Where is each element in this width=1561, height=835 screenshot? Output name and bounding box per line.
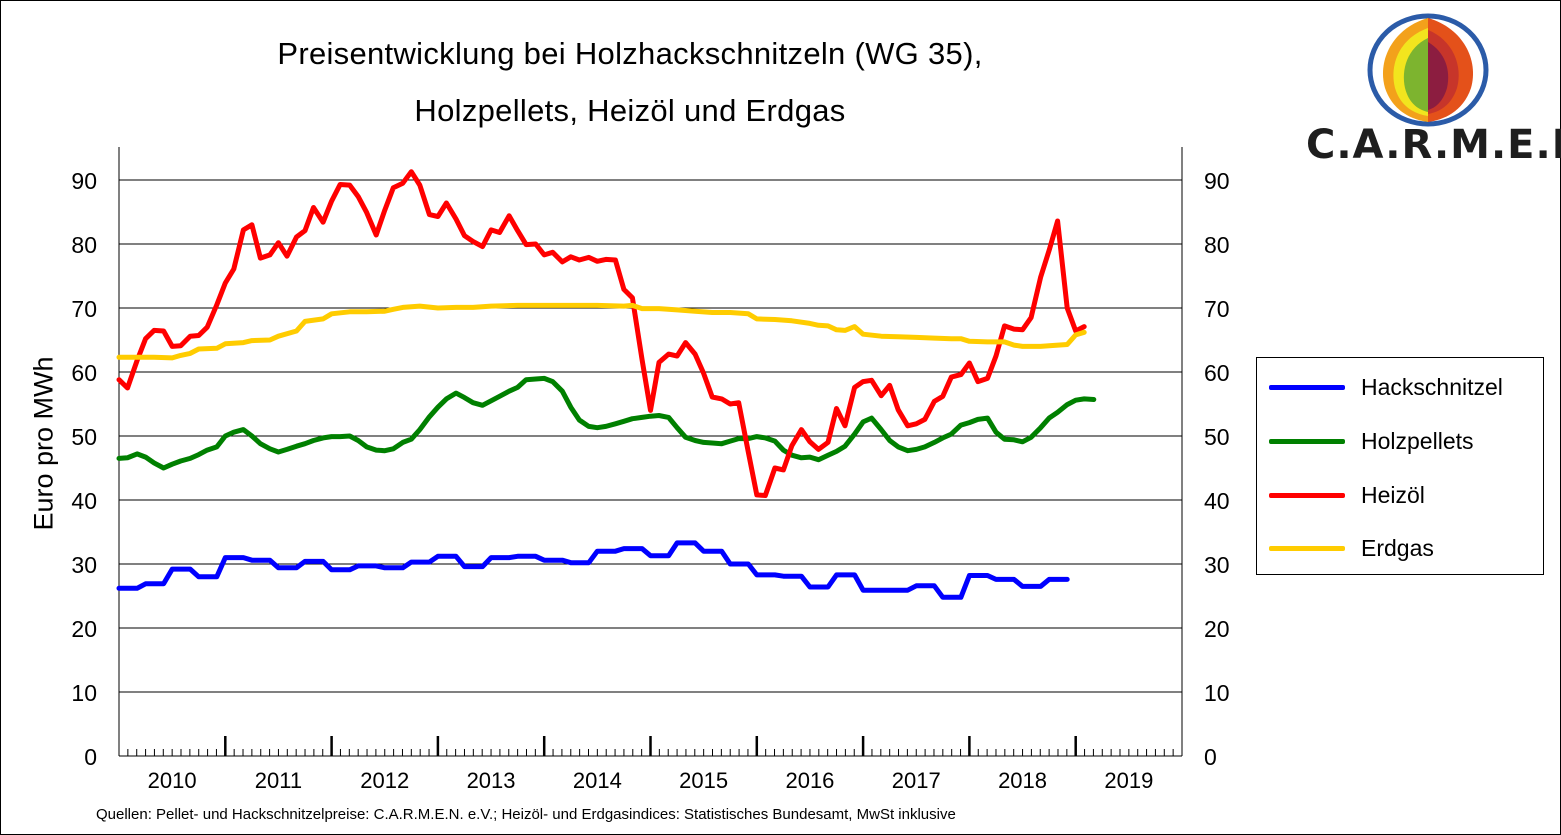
x-ticks — [118, 736, 1183, 756]
legend-swatch-hackschnitzel — [1269, 384, 1345, 390]
y-tick-label-right: 20 — [1204, 616, 1230, 642]
y-tick-label-right: 0 — [1204, 744, 1217, 770]
x-tick-label: 2010 — [148, 768, 197, 793]
legend-item-erdgas: Erdgas — [1269, 533, 1434, 563]
x-tick-label: 2011 — [255, 768, 302, 793]
y-tick-label-right: 80 — [1204, 232, 1230, 258]
x-tick-label: 2015 — [679, 768, 728, 793]
y-tick-label-right: 70 — [1204, 296, 1230, 322]
legend-label-erdgas: Erdgas — [1361, 534, 1434, 561]
legend-item-heizoel: Heizöl — [1269, 480, 1425, 510]
legend-item-hackschnitzel: Hackschnitzel — [1269, 372, 1503, 402]
y-tick-label-left: 40 — [71, 488, 97, 514]
x-tick-labels: 2010 2011 2012 2013 2014 2015 2016 2017 2018 2019 — [148, 768, 1154, 793]
x-tick-label: 2012 — [360, 768, 409, 793]
chart-title-line-2: Holzpellets, Heizöl und Erdgas — [414, 93, 846, 128]
source-note: Quellen: Pellet- und Hackschnitzelpreise… — [96, 806, 956, 823]
logo-text: C.A.R.M.E.N. — [1306, 122, 1561, 168]
y-tick-label-left: 30 — [71, 552, 97, 578]
legend-item-holzpellets: Holzpellets — [1269, 426, 1474, 456]
y-tick-label-left: 70 — [71, 296, 97, 322]
series-line-holzpellets — [116, 375, 1097, 471]
y-tick-label-right: 40 — [1204, 488, 1230, 514]
y-tick-label-left: 90 — [71, 168, 97, 194]
x-tick-label: 2018 — [998, 768, 1047, 793]
y-tick-label-right: 60 — [1204, 360, 1230, 386]
legend-swatch-heizoel — [1269, 492, 1345, 498]
y-tick-labels-left: 0 10 20 30 40 50 60 70 80 90 — [71, 168, 97, 770]
y-axis-label: Euro pro MWh — [28, 356, 59, 531]
x-tick-label: 2013 — [467, 768, 516, 793]
x-tick-label: 2014 — [573, 768, 622, 793]
y-tick-label-left: 60 — [71, 360, 97, 386]
series-line-hackschnitzel — [116, 540, 1070, 600]
series-line-erdgas — [116, 302, 1087, 361]
y-tick-label-right: 90 — [1204, 168, 1230, 194]
y-tick-label-left: 50 — [71, 424, 97, 450]
legend-label-holzpellets: Holzpellets — [1361, 427, 1474, 454]
y-tick-labels-right: 0 10 20 30 40 50 60 70 80 90 — [1204, 168, 1230, 770]
y-tick-label-left: 80 — [71, 232, 97, 258]
series-lines — [116, 169, 1097, 600]
y-tick-label-left: 20 — [71, 616, 97, 642]
legend-swatch-erdgas — [1269, 545, 1345, 551]
x-tick-label: 2016 — [785, 768, 834, 793]
x-tick-label: 2019 — [1104, 768, 1153, 793]
series-line-heizl — [116, 169, 1087, 498]
legend-label-hackschnitzel: Hackschnitzel — [1361, 373, 1503, 400]
carmen-logo-icon — [1367, 13, 1489, 127]
legend-swatch-holzpellets — [1269, 438, 1345, 444]
y-tick-label-right: 30 — [1204, 552, 1230, 578]
legend: Hackschnitzel Holzpellets Heizöl Erdgas — [1256, 357, 1544, 575]
legend-label-heizoel: Heizöl — [1361, 481, 1425, 508]
y-tick-label-left: 0 — [84, 744, 97, 770]
x-tick-label: 2017 — [892, 768, 941, 793]
y-tick-label-left: 10 — [71, 680, 97, 706]
y-tick-label-right: 50 — [1204, 424, 1230, 450]
y-tick-label-right: 10 — [1204, 680, 1230, 706]
chart-title-line-1: Preisentwicklung bei Holzhackschnitzeln … — [277, 36, 983, 71]
grid-lines — [119, 179, 1182, 693]
